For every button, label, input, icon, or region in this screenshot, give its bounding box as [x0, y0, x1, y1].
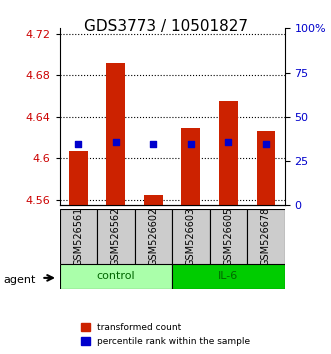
Bar: [144, 195, 163, 205]
Point: [113, 139, 118, 145]
Bar: [181, 128, 200, 205]
Bar: [219, 101, 238, 205]
Text: agent: agent: [3, 275, 36, 285]
Bar: [107, 63, 125, 205]
Bar: [69, 151, 88, 205]
Bar: [97, 209, 135, 264]
Bar: [135, 209, 172, 264]
Text: GSM526605: GSM526605: [223, 207, 233, 266]
Bar: [247, 209, 285, 264]
Point: [76, 141, 81, 147]
Bar: [60, 264, 172, 289]
Text: GSM526561: GSM526561: [73, 207, 83, 266]
Point: [151, 141, 156, 147]
Point: [226, 139, 231, 145]
Bar: [60, 209, 97, 264]
Text: IL-6: IL-6: [218, 271, 239, 281]
Point: [263, 141, 268, 147]
Text: GSM526562: GSM526562: [111, 207, 121, 266]
Bar: [210, 209, 247, 264]
Text: GSM526678: GSM526678: [261, 207, 271, 266]
Legend: transformed count, percentile rank within the sample: transformed count, percentile rank withi…: [77, 320, 254, 349]
Text: GSM526603: GSM526603: [186, 207, 196, 266]
Text: GSM526602: GSM526602: [148, 207, 158, 266]
Bar: [172, 264, 285, 289]
Bar: [257, 131, 275, 205]
Text: GDS3773 / 10501827: GDS3773 / 10501827: [83, 19, 248, 34]
Point: [188, 141, 194, 147]
Text: control: control: [97, 271, 135, 281]
Bar: [172, 209, 210, 264]
